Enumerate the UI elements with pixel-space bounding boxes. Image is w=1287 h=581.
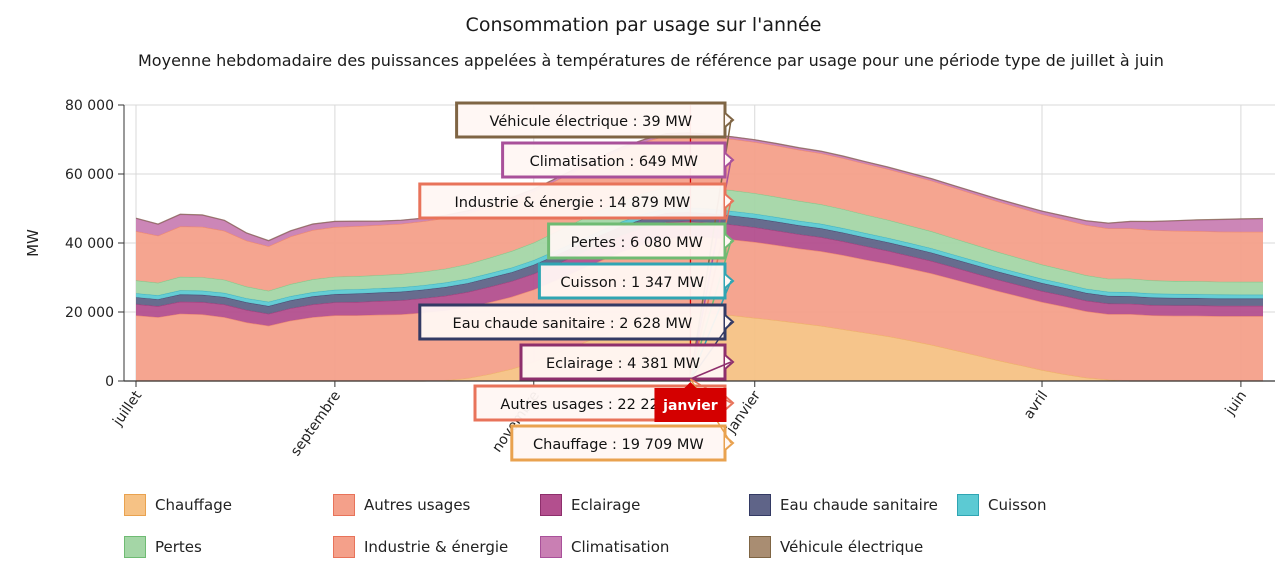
tooltip-entry-label: Véhicule électrique : 39 MW [490,114,693,130]
crosshair-x-label: janvier [662,398,718,414]
tooltip-entry-label: Eau chaude sanitaire : 2 628 MW [453,316,693,332]
tooltip-entry-label: Climatisation : 649 MW [530,154,698,170]
tooltip-entry-label: Industrie & énergie : 14 879 MW [455,195,691,211]
stacked-area-chart[interactable]: 0 20 000 40 000 60 000 80 000 juillet septembr… [0,0,1287,490]
x-tick-label: avril [1021,388,1052,422]
tooltip-arrow [724,193,735,209]
tooltip-box [537,262,727,300]
tooltip-arrow [724,435,735,451]
tooltip-entry-label: Eclairage : 4 381 MW [546,356,700,372]
legend-label: Eclairage [571,496,641,514]
legend-item[interactable]: Autres usages [333,494,470,516]
legend-swatch [749,536,771,558]
legend-label: Véhicule électrique [780,538,924,556]
area-industrie-nergie [136,135,1263,291]
tooltip-arrow [724,233,735,249]
legend-swatch [124,494,146,516]
legend-label: Industrie & énergie [364,538,509,556]
legend-label: Eau chaude sanitaire [780,496,938,514]
tooltip-entry-label: Chauffage : 19 709 MW [533,437,704,453]
tooltip-entry-label: Autres usages : 22 224 MW [500,397,699,413]
legend-label: Chauffage [155,496,232,514]
legend-label: Autres usages [364,496,471,514]
crosshair-x-label-box [654,388,727,422]
legend-item[interactable]: Climatisation [540,536,669,558]
x-tick-label: juin [1222,388,1250,419]
y-tick-label: 40 000 [65,236,114,252]
tooltip-entry-label: Pertes : 6 080 MW [571,235,703,251]
legend-item[interactable]: Industrie & énergie [333,536,508,558]
y-tick-label: 0 [105,374,114,390]
legend-swatch [333,536,355,558]
tooltip-box [455,101,727,139]
legend-item[interactable]: Chauffage [124,494,232,516]
tooltip-arrow [724,354,735,370]
x-tick-label: juillet [109,388,145,430]
area-cuisson [136,207,1263,306]
y-tick-label: 60 000 [65,167,114,183]
crosshair-x-label-arrow [684,382,697,388]
tooltip-box [547,222,727,260]
area-eclairage [136,221,1263,326]
chart-subtitle: Moyenne hebdomadaire des puissances appe… [138,51,1164,70]
y-axis-label: MW [24,229,42,257]
legend-swatch [957,494,979,516]
legend-swatch [749,494,771,516]
chart-title: Consommation par usage sur l'année [465,14,822,36]
area-eau-chaude-sanitaire [136,212,1263,314]
area-climatisation [136,133,1263,247]
legend-swatch [540,536,562,558]
tooltip-arrow [724,273,735,289]
y-tick-label: 20 000 [65,305,114,321]
tooltip-arrow [724,395,735,411]
legend-item[interactable]: Eau chaude sanitaire [749,494,938,516]
legend-item[interactable]: Véhicule électrique [749,536,923,558]
legend-label: Pertes [155,538,202,556]
legend-swatch [540,494,562,516]
area-pertes [136,186,1263,302]
x-tick-label: janvier [723,388,764,437]
legend-item[interactable]: Eclairage [540,494,640,516]
tooltip-entry-label: Cuisson : 1 347 MW [560,275,704,291]
legend-item[interactable]: Cuisson [957,494,1046,516]
x-tick-label: septembre [288,388,344,459]
legend-swatch [333,494,355,516]
tooltip-arrow [724,112,735,128]
legend-label: Climatisation [571,538,670,556]
tooltip-connector [690,361,732,380]
legend-swatch [124,536,146,558]
legend-label: Cuisson [988,496,1047,514]
tooltip-box [510,424,727,462]
legend-item[interactable]: Pertes [124,536,202,558]
y-tick-label: 80 000 [65,98,114,114]
tooltip-arrow [724,152,735,168]
